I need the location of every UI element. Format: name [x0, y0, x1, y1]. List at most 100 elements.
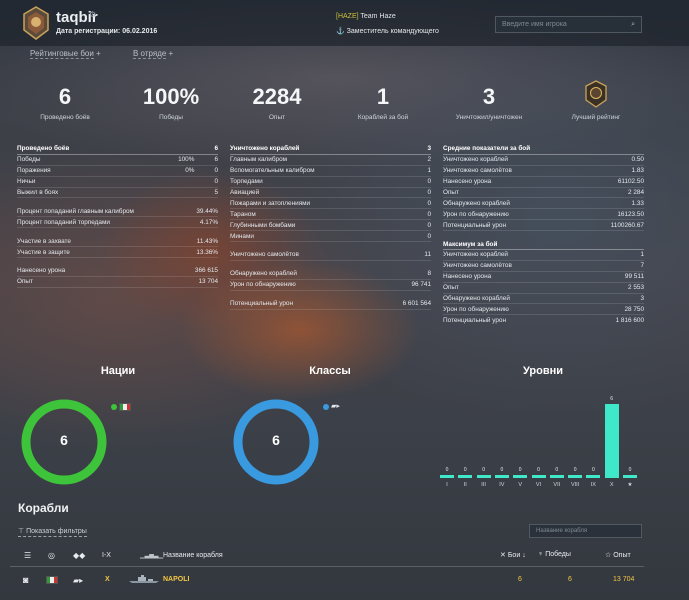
- clan-name[interactable]: Team Haze: [360, 13, 396, 20]
- cell: 0: [427, 221, 431, 229]
- exp-column[interactable]: ☆ Опыт: [605, 551, 631, 559]
- cell: 6: [214, 145, 218, 153]
- table-row: Авиацией 0: [230, 188, 431, 199]
- player-nickname: taqbir: [56, 9, 98, 26]
- cruiser-icon: ▰▸: [73, 576, 84, 585]
- level-value-label: 0: [592, 467, 595, 473]
- nations-title: Нации: [100, 365, 136, 377]
- nations-donut[interactable]: [20, 398, 108, 486]
- table-row[interactable]: ◙ ▰▸ X NAPOLI 6 6 13 704: [10, 570, 644, 590]
- cell: 11: [424, 251, 431, 259]
- italy-flag-icon[interactable]: [119, 403, 131, 411]
- tier-column[interactable]: I-X: [102, 552, 111, 559]
- ship-name[interactable]: NAPOLI: [163, 576, 190, 583]
- table-row: Опыт 13 704: [17, 277, 218, 288]
- level-bar[interactable]: [476, 475, 491, 478]
- level-bar[interactable]: [604, 404, 619, 478]
- clan-info[interactable]: [HAZE] Team Haze: [336, 13, 396, 20]
- ship-search-input[interactable]: Название корабля: [529, 524, 642, 538]
- ship-tier: X: [105, 576, 110, 583]
- cell: 1100260.67: [610, 221, 644, 229]
- subnav-division[interactable]: В отряде +: [133, 49, 174, 59]
- cell: Торпедами: [230, 178, 263, 186]
- stat-battles-label: Проведено боёв: [40, 114, 90, 121]
- cell: 0: [427, 189, 431, 196]
- level-tick-label: VIII: [570, 482, 580, 488]
- ship-info-icon[interactable]: ◙: [23, 575, 29, 585]
- cell: 2 553: [628, 284, 644, 292]
- table-row: Урон по обнаружению 28 750: [443, 304, 644, 316]
- level-value-label: 0: [500, 467, 504, 473]
- cell: 96 741: [411, 281, 431, 289]
- level-bar[interactable]: [494, 475, 509, 478]
- cell: Нанесено урона: [17, 267, 66, 275]
- destroyed-header-row: Уничтожено кораблей 3: [230, 144, 431, 155]
- cell: Поражения: [17, 167, 51, 175]
- stat-kd-value: 3: [482, 84, 496, 109]
- sort-list-icon[interactable]: ☰: [24, 551, 32, 560]
- subnav-rating[interactable]: Рейтинговые бои +: [30, 49, 101, 59]
- cell: Обнаружено кораблей: [230, 270, 297, 278]
- stat-wins-label: Победы: [159, 114, 183, 121]
- level-bar[interactable]: [623, 475, 637, 478]
- cell: Уничтожено самолётов: [443, 167, 512, 175]
- cell: 2: [427, 156, 431, 164]
- table-row: Нанесено урона 99 511: [443, 272, 644, 283]
- cell: Главным калибром: [230, 156, 288, 164]
- cell: 1.83: [631, 167, 644, 175]
- level-value-label: 0: [518, 467, 522, 473]
- cell: Уничтожено кораблей: [443, 251, 508, 259]
- wins-column[interactable]: ♆ Победы: [538, 551, 571, 558]
- nation-column-icon[interactable]: ◎: [48, 551, 55, 560]
- settings-icon[interactable]: ⚙: [89, 10, 97, 19]
- stat-kd-label: Уничтожил/уничтожен: [455, 114, 523, 121]
- ship-name-column[interactable]: Название корабля: [163, 552, 223, 559]
- cell: 0: [427, 232, 431, 240]
- table-row: Тараном 0: [230, 209, 431, 221]
- cell: Потенциальный урон: [443, 221, 507, 229]
- average-table: Средние показатели за бой Уничтожено кор…: [443, 144, 644, 326]
- ships-title: Корабли: [18, 501, 69, 515]
- level-bar[interactable]: [513, 475, 528, 478]
- level-tick-label: II: [463, 482, 467, 488]
- show-filters-link[interactable]: ⊤ Показать фильтры: [18, 527, 87, 537]
- reg-date: 06.02.2016: [122, 28, 158, 35]
- subnav-rating-label: Рейтинговые бои: [30, 49, 94, 59]
- best-rank-label: Лучший рейтинг: [571, 114, 621, 121]
- cell: 100%: [178, 156, 195, 164]
- cell: 366 615: [194, 267, 218, 275]
- cell: Урон по обнаружению: [443, 210, 509, 218]
- classes-ring[interactable]: [233, 399, 319, 485]
- cell: Опыт: [443, 284, 459, 292]
- player-search-input[interactable]: Введите имя игрока ⌕: [495, 16, 642, 33]
- cell: 0.50: [631, 156, 644, 164]
- level-tick-label: VII: [553, 482, 561, 488]
- cell: 11.43%: [196, 237, 218, 245]
- cell: Нанесено урона: [443, 273, 492, 281]
- cell: Участие в защите: [17, 248, 70, 256]
- classes-title: Классы: [309, 365, 351, 377]
- level-bar[interactable]: [586, 475, 601, 478]
- level-bar[interactable]: [568, 475, 583, 478]
- nations-ring[interactable]: [21, 399, 107, 485]
- level-bar[interactable]: [549, 475, 564, 478]
- cell: Уничтожено кораблей: [443, 156, 508, 164]
- search-icon[interactable]: ⌕: [631, 20, 635, 28]
- level-bar[interactable]: [531, 475, 546, 478]
- ship-image: [128, 574, 160, 584]
- class-column-icon[interactable]: ◆◆: [73, 551, 86, 560]
- cell: 1: [640, 251, 644, 259]
- stat-exp-label: Опыт: [268, 114, 286, 121]
- cruiser-class-icon[interactable]: ▰▸: [331, 403, 340, 410]
- level-bar[interactable]: [440, 475, 454, 478]
- clan-tag[interactable]: [HAZE]: [336, 13, 359, 20]
- ship-battles: 6: [518, 576, 522, 583]
- level-bar[interactable]: [458, 475, 473, 478]
- cell: Уничтожено кораблей: [230, 145, 300, 153]
- table-row: Уничтожено кораблей 1: [443, 250, 644, 261]
- cell: Урон по обнаружению: [443, 305, 509, 313]
- table-row: Обнаружено кораблей 1.33: [443, 198, 644, 210]
- table-row: Нанесено урона 61102.50: [443, 177, 644, 188]
- classes-donut[interactable]: [232, 398, 320, 486]
- battles-column[interactable]: ✕ Бои ↓: [500, 551, 526, 559]
